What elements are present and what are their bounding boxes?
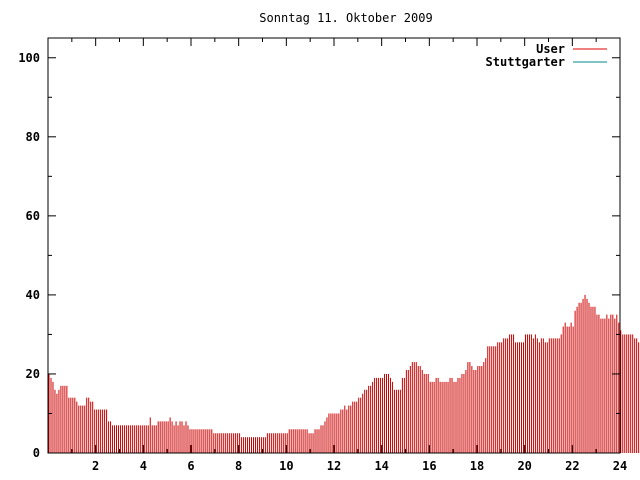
x-tick-label: 24	[613, 459, 627, 473]
y-tick-label: 40	[26, 288, 40, 302]
bars-group	[48, 294, 640, 453]
y-tick-label: 80	[26, 130, 40, 144]
y-tick-label: 0	[33, 446, 40, 460]
y-tick-label: 100	[18, 51, 40, 65]
x-tick-label: 14	[374, 459, 388, 473]
legend-label: Stuttgarter	[486, 55, 565, 69]
x-tick-label: 22	[565, 459, 579, 473]
plot-frame	[47, 37, 621, 454]
y-tick-label: 60	[26, 209, 40, 223]
x-tick-label: 20	[517, 459, 531, 473]
x-tick-label: 16	[422, 459, 436, 473]
chart-title: Sonntag 11. Oktober 2009	[259, 11, 432, 25]
x-tick-label: 2	[92, 459, 99, 473]
x-tick-label: 4	[140, 459, 147, 473]
y-tick-label: 20	[26, 367, 40, 381]
legend-label: User	[536, 42, 565, 56]
x-tick-label: 6	[187, 459, 194, 473]
x-tick-label: 8	[235, 459, 242, 473]
x-tick-label: 10	[279, 459, 293, 473]
x-tick-label: 12	[327, 459, 341, 473]
x-tick-label: 18	[470, 459, 484, 473]
